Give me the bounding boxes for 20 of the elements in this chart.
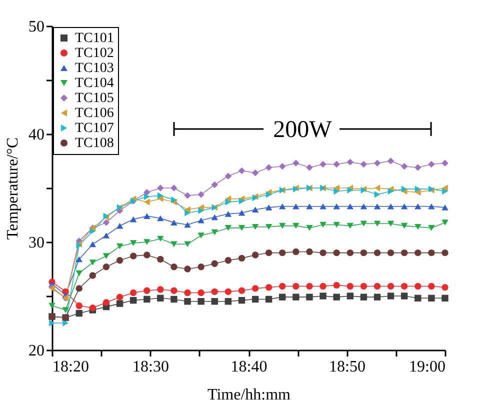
legend-label: TC101: [75, 31, 114, 46]
x-tick-label: 18:40: [230, 358, 268, 376]
legend-label: TC108: [75, 136, 114, 151]
y-tick-label: 40: [28, 126, 44, 144]
x-tick-label: 19:00: [409, 358, 446, 376]
x-tick-label: 18:30: [132, 358, 169, 376]
x-tick-label: 18:20: [52, 358, 89, 376]
legend-label: TC106: [75, 106, 114, 121]
legend-label: TC102: [75, 46, 114, 61]
x-axis-title: Time/hh:mm: [208, 386, 292, 404]
legend-label: TC105: [75, 91, 114, 106]
annotation: 200W: [273, 116, 332, 143]
legend-label: TC104: [75, 76, 114, 91]
legend-label: TC107: [75, 121, 114, 136]
y-tick-label: 50: [28, 18, 44, 36]
x-tick-label: 18:50: [329, 358, 366, 376]
y-axis-title: Temperature/°C: [4, 137, 22, 240]
y-tick-label: 30: [28, 234, 44, 252]
y-tick-label: 20: [28, 342, 44, 360]
legend-label: TC103: [75, 61, 114, 76]
